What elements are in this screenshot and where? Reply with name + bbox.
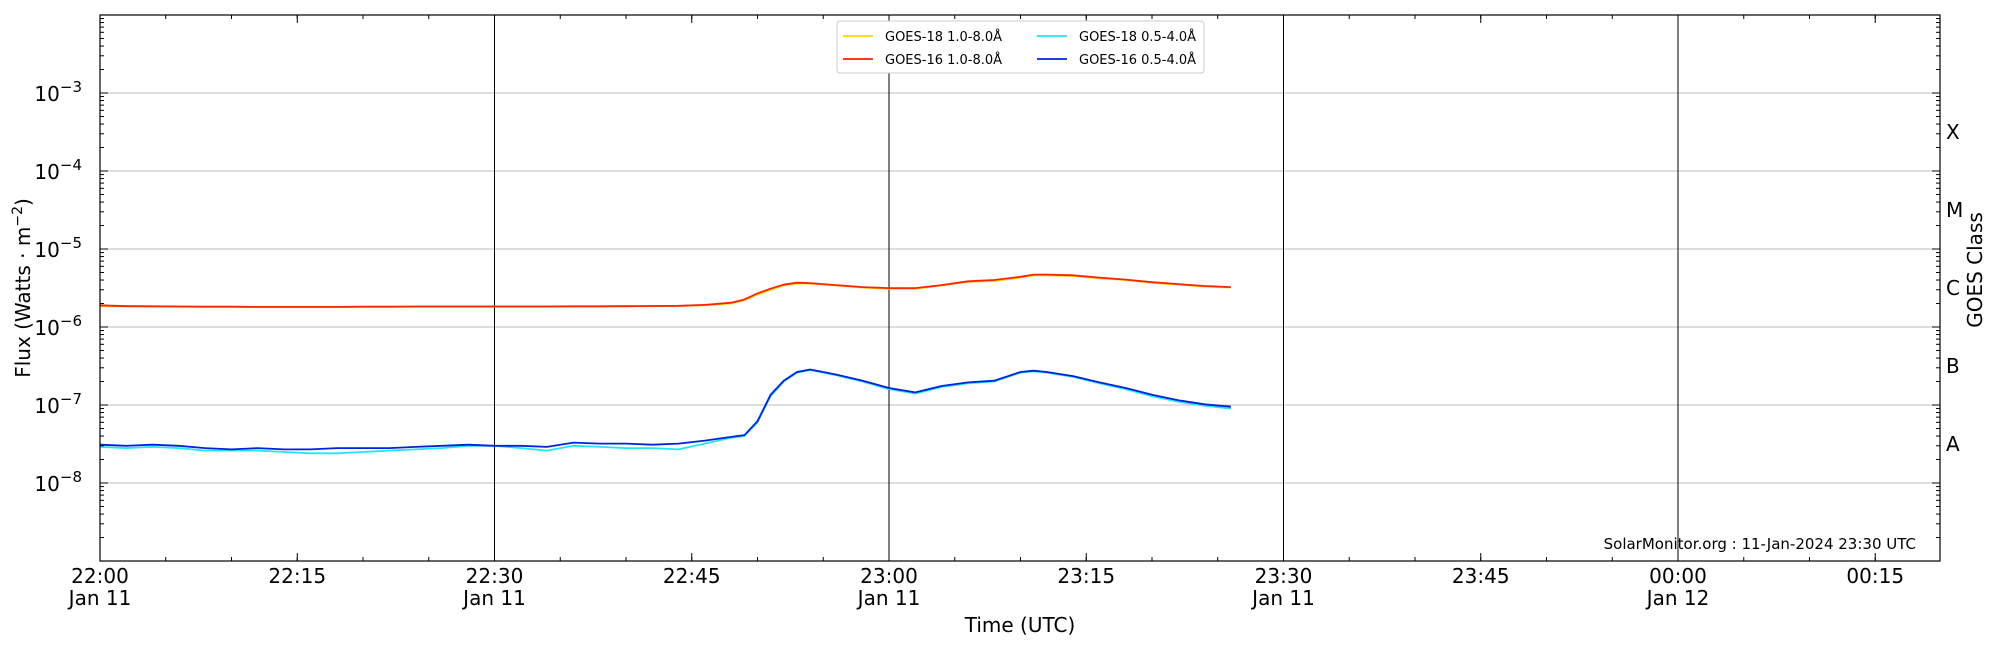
plot-frame xyxy=(99,14,1941,562)
x-tick-label: 23:15 xyxy=(1057,564,1115,588)
y-tick-base: 10 xyxy=(34,472,59,496)
solarmonitor-annotation: SolarMonitor.org : 11-Jan-2024 23:30 UTC xyxy=(1604,535,1916,553)
series-line xyxy=(99,368,1231,451)
y-tick-label: 10−8 xyxy=(34,468,82,496)
x-tick-label: 22:00 xyxy=(71,564,129,588)
x-tick-label: 00:15 xyxy=(1846,564,1904,588)
x-tick-date-label: Jan 12 xyxy=(1645,586,1710,610)
y-tick-base: 10 xyxy=(34,394,59,418)
svg-text:Flux (Watts · m−2): Flux (Watts · m−2) xyxy=(10,198,35,378)
y-tick-label: 10−3 xyxy=(34,78,82,106)
goes-class-label: A xyxy=(1946,432,1960,456)
series-line xyxy=(99,273,1231,308)
goes-class-label: M xyxy=(1946,198,1963,222)
x-axis-label: Time (UTC) xyxy=(964,613,1076,637)
grid-lines xyxy=(99,15,1940,561)
y-tick-exponent: −4 xyxy=(60,156,82,174)
legend-box xyxy=(836,20,1205,74)
y-tick-exponent: −3 xyxy=(60,78,82,96)
x-tick-date-label: Jan 11 xyxy=(856,586,921,610)
x-tick-label: 00:00 xyxy=(1649,564,1707,588)
legend-entry: GOES-16 1.0-8.0Å xyxy=(885,52,1002,68)
x-tick-date-label: Jan 11 xyxy=(1250,586,1315,610)
series-line xyxy=(99,369,1231,455)
y-tick-label: 10−7 xyxy=(34,390,82,418)
y-tick-label: 10−5 xyxy=(34,234,82,262)
y-tick-base: 10 xyxy=(34,160,59,184)
y-tick-exponent: −8 xyxy=(60,468,82,486)
y-tick-exponent: −6 xyxy=(60,312,82,330)
y-axis-label-main: Flux (Watts · m xyxy=(11,227,35,378)
legend-entry: GOES-18 0.5-4.0Å xyxy=(1079,29,1196,45)
y-tick-exponent: −5 xyxy=(60,234,82,252)
legend-entry: GOES-16 0.5-4.0Å xyxy=(1079,52,1196,68)
goes-class-label: X xyxy=(1946,120,1960,144)
x-tick-label: 22:45 xyxy=(663,564,721,588)
goes-class-label: C xyxy=(1946,276,1960,300)
y-tick-exponent: −7 xyxy=(60,390,82,408)
series-line xyxy=(99,274,1231,309)
y-tick-base: 10 xyxy=(34,316,59,340)
x-tick-label: 23:30 xyxy=(1255,564,1313,588)
x-tick-label: 23:45 xyxy=(1452,564,1510,588)
x-tick-date-label: Jan 11 xyxy=(461,586,526,610)
y-tick-label: 10−6 xyxy=(34,312,82,340)
legend-entry: GOES-18 1.0-8.0Å xyxy=(885,29,1002,45)
y-axis-label-exponent: −2 xyxy=(10,206,26,227)
goes-class-label: B xyxy=(1946,354,1960,378)
x-tick-label: 22:30 xyxy=(466,564,524,588)
y-tick-label: 10−4 xyxy=(34,156,82,184)
x-tick-label: 22:15 xyxy=(268,564,326,588)
x-tick-date-label: Jan 11 xyxy=(67,586,132,610)
y-axis-label: Flux (Watts · m−2) xyxy=(10,198,35,378)
legend: GOES-18 1.0-8.0Å GOES-18 0.5-4.0Å GOES-16 … xyxy=(836,20,1205,74)
y-tick-base: 10 xyxy=(34,238,59,262)
x-tick-label: 23:00 xyxy=(860,564,918,588)
y-axis-label-close: ) xyxy=(11,198,35,206)
y2-axis-label: GOES Class xyxy=(1963,212,1987,328)
y-tick-base: 10 xyxy=(34,82,59,106)
series-layer xyxy=(99,273,1231,455)
